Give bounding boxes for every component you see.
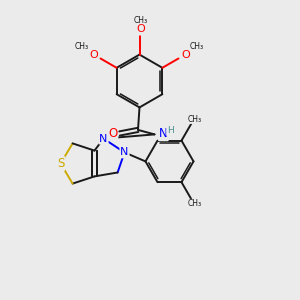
Text: N: N: [99, 134, 108, 144]
Text: O: O: [181, 50, 190, 60]
Text: CH₃: CH₃: [75, 42, 89, 51]
Text: H: H: [167, 126, 173, 135]
Text: CH₃: CH₃: [189, 42, 203, 51]
Text: CH₃: CH₃: [134, 16, 148, 25]
Text: O: O: [89, 50, 98, 60]
Text: CH₃: CH₃: [188, 115, 202, 124]
Text: S: S: [57, 157, 64, 170]
Text: O: O: [108, 127, 117, 140]
Text: O: O: [136, 24, 145, 34]
Text: CH₃: CH₃: [188, 199, 202, 208]
Text: N: N: [120, 147, 129, 158]
Text: N: N: [159, 127, 168, 140]
